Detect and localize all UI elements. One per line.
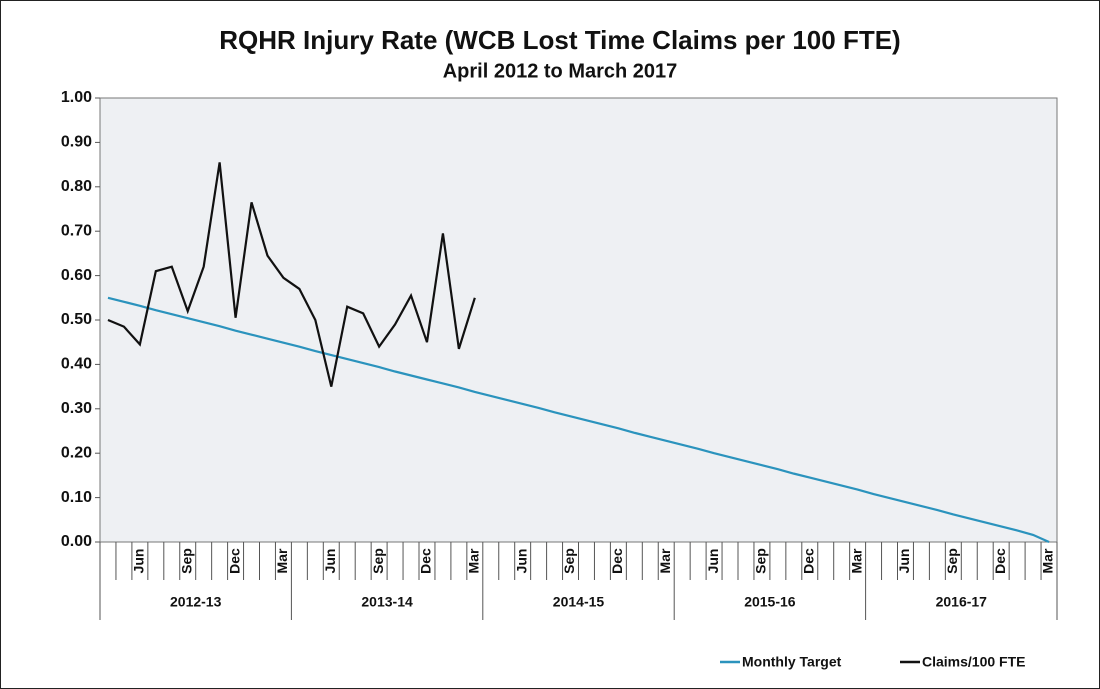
legend-label: Claims/100 FTE xyxy=(922,654,1026,670)
series-line xyxy=(107,162,476,387)
x-tick-label: Dec xyxy=(800,548,816,574)
legend-label: Monthly Target xyxy=(742,654,842,670)
x-tick-label: Mar xyxy=(1040,548,1056,573)
y-tick-label: 0.50 xyxy=(61,311,92,328)
x-tick-label: Sep xyxy=(178,548,194,574)
y-tick-label: 0.00 xyxy=(61,533,92,550)
x-tick-label: Mar xyxy=(466,548,482,573)
x-tick-label: Dec xyxy=(418,548,434,574)
x-tick-label: Jun xyxy=(131,549,147,574)
x-tick-label: Sep xyxy=(944,548,960,574)
x-tick-label: Mar xyxy=(274,548,290,573)
group-label: 2015-16 xyxy=(744,594,796,610)
x-tick-label: Dec xyxy=(609,548,625,574)
y-tick-label: 0.80 xyxy=(61,178,92,195)
x-tick-label: Jun xyxy=(896,549,912,574)
y-tick-label: 0.70 xyxy=(61,222,92,239)
plot-area xyxy=(99,97,1058,543)
x-tick-label: Sep xyxy=(370,548,386,574)
x-tick-label: Mar xyxy=(657,548,673,573)
x-tick-label: Sep xyxy=(561,548,577,574)
chart-subtitle: April 2012 to March 2017 xyxy=(443,60,678,82)
group-label: 2014-15 xyxy=(553,594,605,610)
x-tick-label: Jun xyxy=(513,549,529,574)
group-label: 2013-14 xyxy=(361,594,413,610)
x-tick-label: Jun xyxy=(322,549,338,574)
y-tick-label: 0.30 xyxy=(61,400,92,417)
y-tick-label: 0.90 xyxy=(61,134,92,151)
x-tick-label: Sep xyxy=(753,548,769,574)
x-tick-label: Dec xyxy=(992,548,1008,574)
x-tick-label: Dec xyxy=(226,548,242,574)
chart-title: RQHR Injury Rate (WCB Lost Time Claims p… xyxy=(219,25,900,55)
series-line xyxy=(107,296,1050,544)
y-tick-label: 0.40 xyxy=(61,356,92,373)
x-tick-label: Mar xyxy=(848,548,864,573)
group-label: 2016-17 xyxy=(936,594,988,610)
y-tick-label: 1.00 xyxy=(61,89,92,106)
y-tick-label: 0.20 xyxy=(61,444,92,461)
x-tick-label: Jun xyxy=(705,549,721,574)
y-tick-label: 0.60 xyxy=(61,267,92,284)
y-tick-label: 0.10 xyxy=(61,489,92,506)
group-label: 2012-13 xyxy=(170,594,222,610)
